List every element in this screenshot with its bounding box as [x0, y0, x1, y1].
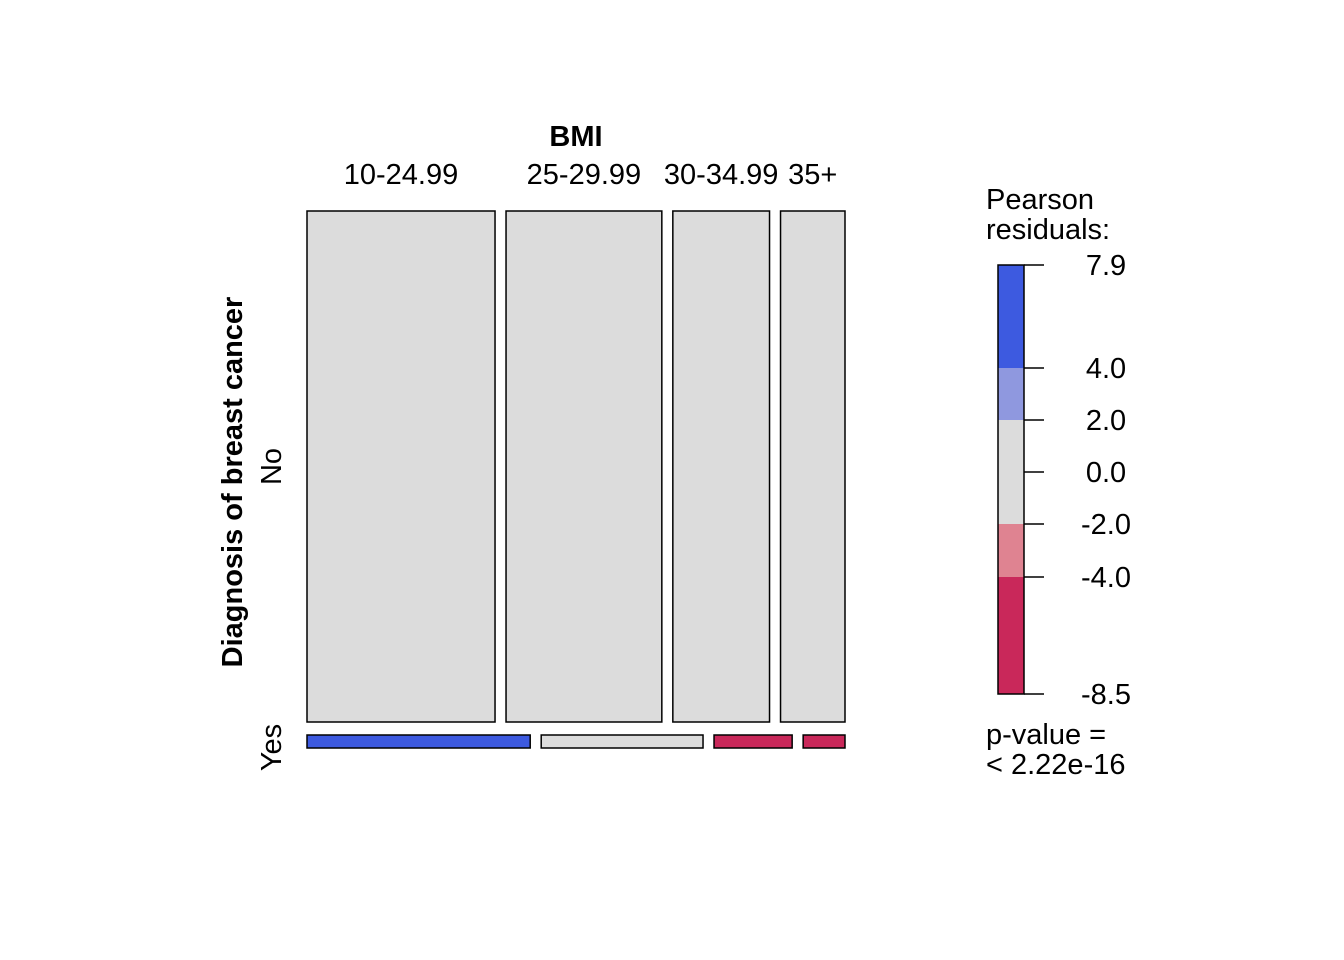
tile-yes-4 [802, 734, 846, 749]
tile-no-3 [672, 210, 771, 723]
residual-legend: Pearson residuals: 7.9 4.0 2.0 0.0 -2.0 -4.0 -… [986, 184, 1131, 781]
legend-band-2 [998, 368, 1024, 420]
row-labels: No Yes [256, 448, 288, 771]
column-label: 30-34.99 [664, 159, 779, 191]
column-label: 25-29.99 [527, 159, 642, 191]
mosaic-tiles [306, 210, 846, 749]
legend-tick-label: 7.9 [1086, 250, 1126, 282]
legend-band-1 [998, 265, 1024, 368]
column-label: 10-24.99 [344, 159, 459, 191]
legend-band-5 [998, 577, 1024, 694]
legend-tick-label: -4.0 [1081, 562, 1131, 594]
tile-no-4 [779, 210, 846, 723]
legend-band-4 [998, 524, 1024, 577]
row-label-no: No [256, 448, 288, 485]
y-axis-title: Diagnosis of breast cancer [217, 297, 249, 668]
legend-title-line1: Pearson [986, 184, 1094, 216]
legend-title-line2: residuals: [986, 214, 1110, 246]
tile-yes-3 [713, 734, 793, 749]
x-axis-title: BMI [549, 121, 602, 153]
legend-color-bands [997, 264, 1025, 695]
pvalue-line1: p-value = [986, 719, 1106, 751]
legend-frame [997, 264, 1025, 695]
legend-band-3 [998, 420, 1024, 524]
legend-ticks: 7.9 4.0 2.0 0.0 -2.0 -4.0 -8.5 [1024, 250, 1131, 711]
column-labels: 10-24.99 25-29.99 30-34.99 35+ [344, 159, 838, 191]
column-label: 35+ [788, 159, 837, 191]
pvalue-line2: < 2.22e-16 [986, 749, 1125, 781]
tile-no-2 [505, 210, 663, 723]
legend-tick-label: -2.0 [1081, 509, 1131, 541]
legend-tick-label: 4.0 [1086, 353, 1126, 385]
legend-tick-label: 0.0 [1086, 457, 1126, 489]
legend-tick-label: -8.5 [1081, 679, 1131, 711]
tile-yes-2 [540, 734, 704, 749]
tile-yes-1 [306, 734, 531, 749]
row-label-yes: Yes [256, 724, 288, 771]
legend-tick-label: 2.0 [1086, 405, 1126, 437]
tile-no-1 [306, 210, 496, 723]
